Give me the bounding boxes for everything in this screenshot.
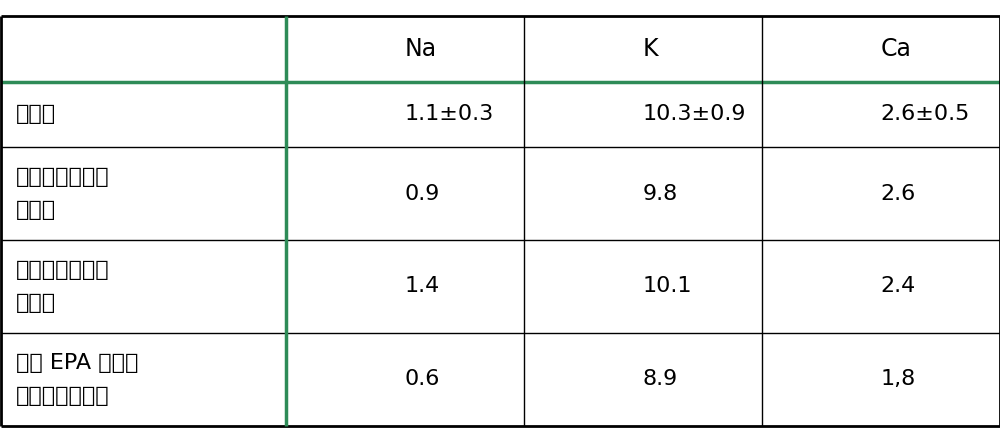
Bar xyxy=(1,82,286,147)
Text: 我国标准方法的
测量値: 我国标准方法的 测量値 xyxy=(16,260,109,313)
Bar xyxy=(762,147,1000,240)
Bar xyxy=(286,333,524,426)
Bar xyxy=(524,16,762,82)
Text: 10.1: 10.1 xyxy=(642,276,692,297)
Bar xyxy=(524,240,762,333)
Bar xyxy=(1,147,286,240)
Text: 9.8: 9.8 xyxy=(642,183,678,204)
Text: 1.4: 1.4 xyxy=(404,276,440,297)
Text: 标准値: 标准値 xyxy=(16,104,56,125)
Bar xyxy=(762,333,1000,426)
Text: 10.3±0.9: 10.3±0.9 xyxy=(642,104,746,125)
Text: 各实施例的测量
平均値: 各实施例的测量 平均値 xyxy=(16,167,109,220)
Bar xyxy=(1,16,286,82)
Text: 2.6±0.5: 2.6±0.5 xyxy=(881,104,970,125)
Bar xyxy=(762,240,1000,333)
Text: 0.6: 0.6 xyxy=(404,369,440,389)
Text: Ca: Ca xyxy=(881,37,911,61)
Bar xyxy=(1,333,286,426)
Text: 2.6: 2.6 xyxy=(881,183,916,204)
Text: 8.9: 8.9 xyxy=(642,369,678,389)
Bar xyxy=(762,82,1000,147)
Bar xyxy=(1,240,286,333)
Bar xyxy=(286,240,524,333)
Bar xyxy=(286,16,524,82)
Text: Na: Na xyxy=(404,37,437,61)
Bar xyxy=(286,147,524,240)
Text: 1,8: 1,8 xyxy=(881,369,916,389)
Bar xyxy=(524,333,762,426)
Text: K: K xyxy=(642,37,658,61)
Text: 0.9: 0.9 xyxy=(404,183,440,204)
Bar xyxy=(762,16,1000,82)
Text: 美国 EPA 微波消
解方法的测量値: 美国 EPA 微波消 解方法的测量値 xyxy=(16,353,138,406)
Bar xyxy=(286,82,524,147)
Text: 2.4: 2.4 xyxy=(881,276,916,297)
Bar xyxy=(524,82,762,147)
Bar xyxy=(524,147,762,240)
Text: 1.1±0.3: 1.1±0.3 xyxy=(404,104,494,125)
